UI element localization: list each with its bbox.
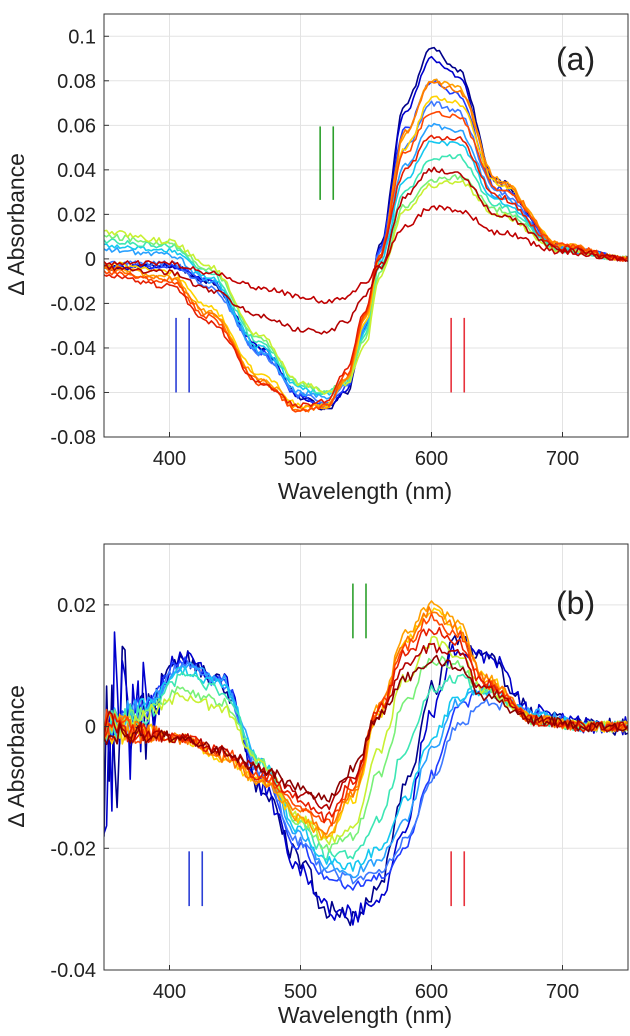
y-tick-label: 0.08: [57, 71, 96, 93]
y-tick-label: -0.06: [50, 382, 96, 404]
x-tick-label: 700: [546, 448, 579, 470]
series-line: [104, 179, 628, 395]
y-tick-label: 0.02: [57, 204, 96, 226]
x-tick-label: 500: [284, 448, 317, 470]
x-tick-label: 400: [153, 448, 186, 470]
x-tick-label: 500: [284, 981, 317, 1003]
series-line: [104, 654, 628, 803]
y-tick-label: 0: [85, 249, 96, 271]
series-line: [104, 656, 628, 891]
series-line: [104, 631, 628, 926]
panel-b-x-axis-label: Wavelength (nm): [278, 1002, 452, 1028]
panel-a-grid: [104, 14, 628, 438]
axes-frame: [103, 543, 629, 971]
y-tick-label: 0.1: [68, 26, 96, 48]
series-line: [104, 153, 628, 396]
x-tick-label: 400: [153, 981, 186, 1003]
y-tick-label: 0: [85, 717, 96, 739]
series-line: [104, 661, 628, 879]
y-tick-label: 0.02: [57, 595, 96, 617]
panel-b-label: (b): [556, 585, 595, 621]
y-tick-label: 0.06: [57, 115, 96, 137]
series-line: [104, 110, 628, 413]
series-line: [104, 81, 628, 413]
series-line: [104, 55, 628, 411]
series-line: [104, 204, 628, 305]
series-line: [104, 46, 628, 411]
y-tick-label: -0.02: [50, 293, 96, 315]
chart-panel-a: 400 500 600 700 -0.08 -0.06 -0.04 -0.02 0 0.02 0.0…: [3, 13, 629, 504]
series-line: [104, 134, 628, 409]
panel-a-plot-area: [104, 46, 628, 413]
x-tick-label: 700: [546, 981, 579, 1003]
panel-a-x-axis-label: Wavelength (nm): [278, 478, 452, 504]
series-line: [104, 661, 628, 885]
y-tick-label: -0.08: [50, 427, 96, 449]
series-line: [104, 166, 628, 335]
panel-b-y-axis-label: ∆ Absorbance: [3, 685, 29, 827]
y-tick-label: -0.02: [50, 838, 96, 860]
y-tick-label: -0.04: [50, 338, 96, 360]
panel-a-label: (a): [556, 41, 595, 77]
y-tick-label: 0.04: [57, 160, 96, 182]
x-tick-label: 600: [415, 448, 448, 470]
panel-a-y-axis-label: ∆ Absorbance: [3, 153, 29, 295]
series-line: [104, 671, 628, 861]
series-line: [104, 122, 628, 400]
y-tick-label: -0.04: [50, 960, 96, 982]
series-line: [104, 174, 628, 394]
panel-b-axes: 400 500 600 700 -0.04 -0.02 0 0.02: [50, 543, 629, 1003]
axes-frame: [103, 13, 629, 438]
panel-a-axes: 400 500 600 700 -0.08 -0.06 -0.04 -0.02 0 0.02 0.0…: [50, 13, 629, 470]
panel-b-plot-area: [104, 583, 628, 927]
chart-panel-b: 400 500 600 700 -0.04 -0.02 0 0.02 (b) Waveleng…: [3, 543, 629, 1028]
x-tick-label: 600: [415, 981, 448, 1003]
